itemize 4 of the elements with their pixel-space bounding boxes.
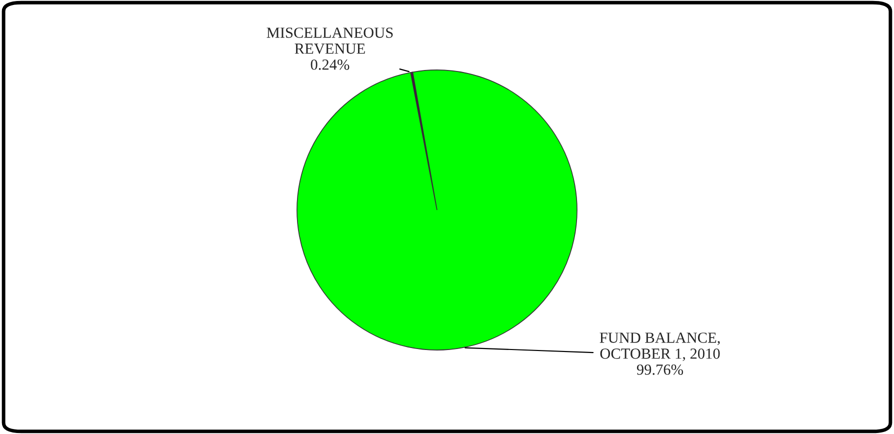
slice-label: FUND BALANCE, OCTOBER 1, 2010 xyxy=(600,332,720,362)
slice-label: MISCELLANEOUS REVENUE xyxy=(266,28,393,54)
data-label: 0.24% xyxy=(310,59,350,70)
data-label: 99.76% xyxy=(636,364,684,375)
